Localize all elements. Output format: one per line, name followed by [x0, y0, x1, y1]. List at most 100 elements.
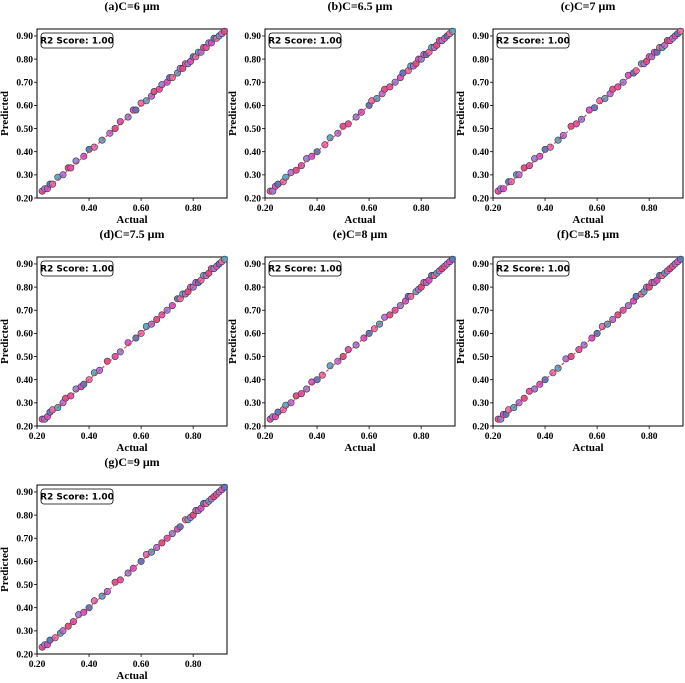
y-tick-label: 0.60 — [244, 330, 261, 340]
y-tick-label: 0.40 — [16, 376, 33, 386]
y-tick-label: 0.50 — [16, 581, 33, 591]
r2-annotation: R2 Score: 1.00 — [40, 493, 114, 503]
x-tick-label: 0.40 — [309, 432, 326, 442]
y-tick-label: 0.50 — [472, 353, 489, 363]
y-tick-label: 0.80 — [16, 511, 33, 521]
identity-line — [41, 258, 225, 422]
r2-annotation-box — [268, 260, 342, 277]
y-tick-label: 0.90 — [472, 32, 489, 42]
y-tick-label: 0.70 — [472, 79, 489, 89]
y-tick-label: 0.30 — [16, 171, 33, 181]
x-tick-label: 0.60 — [361, 432, 378, 442]
chart-title: (f)C=8.5 μm — [557, 227, 619, 241]
x-tick-label: 0.40 — [81, 660, 98, 670]
r2-annotation: R2 Score: 1.00 — [496, 37, 570, 47]
y-tick-label: 0.50 — [244, 353, 261, 363]
y-tick-label: 0.30 — [472, 399, 489, 409]
y-axis-label: Predicted — [455, 91, 467, 136]
r2-annotation-box — [40, 32, 114, 49]
x-tick-label: 0.80 — [413, 204, 430, 214]
y-tick-label: 0.70 — [16, 535, 33, 545]
x-tick-label: 0.40 — [537, 204, 554, 214]
r2-annotation: R2 Score: 1.00 — [40, 265, 114, 275]
x-axis-label: Actual — [344, 214, 375, 226]
y-tick-label: 0.30 — [472, 171, 489, 181]
y-tick-label: 0.20 — [16, 194, 33, 204]
x-axis-label: Actual — [572, 214, 603, 226]
x-tick-label: 0.80 — [413, 432, 430, 442]
y-axis-label: Predicted — [0, 91, 11, 136]
identity-line — [269, 258, 453, 422]
x-tick-label: 0.40 — [537, 432, 554, 442]
x-tick-label: 0.60 — [133, 204, 150, 214]
x-axis-label: Actual — [116, 214, 147, 226]
x-tick-label: 0.60 — [361, 204, 378, 214]
x-tick-label: 0.20 — [485, 432, 502, 442]
y-tick-label: 0.60 — [472, 102, 489, 112]
r2-annotation: R2 Score: 1.00 — [268, 265, 342, 275]
y-tick-label: 0.30 — [244, 399, 261, 409]
subplot-e: (e)C=8 μm 0.20 0.30 0.40 0.50 0.60 0.70 0.80 0.9… — [227, 227, 456, 454]
identity-line — [41, 486, 225, 650]
x-tick-label: 0.20 — [257, 432, 274, 442]
y-tick-label: 0.70 — [16, 79, 33, 89]
y-tick-label: 0.80 — [244, 283, 261, 293]
subplot-g: (g)C=9 μm 0.20 0.30 0.40 0.50 0.60 0.70 0.80 0.9… — [0, 455, 228, 682]
subplot-d: (d)C=7.5 μm 0.20 0.30 0.40 0.50 0.60 0.70 0.80 0… — [0, 227, 228, 454]
y-tick-label: 0.50 — [16, 353, 33, 363]
x-tick-label: 0.60 — [133, 432, 150, 442]
y-tick-label: 0.20 — [16, 650, 33, 660]
y-tick-label: 0.90 — [16, 32, 33, 42]
r2-annotation: R2 Score: 1.00 — [496, 265, 570, 275]
y-tick-label: 0.40 — [472, 376, 489, 386]
y-tick-label: 0.60 — [16, 558, 33, 568]
y-tick-label: 0.60 — [244, 102, 261, 112]
y-tick-label: 0.30 — [16, 627, 33, 637]
chart-title: (g)C=9 μm — [104, 455, 159, 469]
y-tick-label: 0.20 — [16, 422, 33, 432]
x-tick-label: 0.80 — [185, 660, 202, 670]
y-tick-label: 0.20 — [244, 422, 261, 432]
x-tick-label: 0.40 — [309, 204, 326, 214]
y-tick-label: 0.90 — [16, 488, 33, 498]
y-tick-label: 0.60 — [16, 102, 33, 112]
x-tick-label: 0.80 — [641, 432, 658, 442]
x-tick-label: 0.60 — [589, 204, 606, 214]
identity-line — [269, 30, 453, 194]
chart-title: (a)C=6 μm — [104, 0, 159, 13]
y-tick-label: 0.80 — [244, 55, 261, 65]
y-tick-label: 0.50 — [244, 125, 261, 135]
y-tick-label: 0.40 — [16, 148, 33, 158]
chart-title: (b)C=6.5 μm — [328, 0, 393, 13]
chart-title: (e)C=8 μm — [333, 227, 388, 241]
y-tick-label: 0.20 — [472, 194, 489, 204]
y-tick-label: 0.50 — [16, 125, 33, 135]
x-tick-label: 0.80 — [185, 432, 202, 442]
subplot-c: (c)C=7 μm 0.20 0.30 0.40 0.50 0.60 0.70 0.80 0.9… — [455, 0, 684, 226]
r2-annotation-box — [496, 260, 570, 277]
r2-annotation-box — [40, 260, 114, 277]
y-tick-label: 0.80 — [472, 55, 489, 65]
x-tick-label: 0.80 — [641, 204, 658, 214]
subplot-a: (a)C=6 μm 0.20 0.30 0.40 0.50 0.60 0.70 0.80 0.9… — [0, 0, 228, 226]
x-tick-label: 0.40 — [81, 204, 98, 214]
y-tick-label: 0.60 — [16, 330, 33, 340]
r2-annotation-box — [268, 32, 342, 49]
identity-line — [497, 258, 681, 422]
chart-title: (d)C=7.5 μm — [100, 227, 165, 241]
y-axis-label: Predicted — [455, 319, 467, 364]
x-axis-label: Actual — [116, 442, 147, 454]
y-tick-label: 0.40 — [16, 604, 33, 614]
r2-annotation-box — [40, 488, 114, 505]
x-tick-label: 0.40 — [81, 432, 98, 442]
x-tick-label: 0.20 — [29, 660, 46, 670]
subplot-f: (f)C=8.5 μm 0.20 0.30 0.40 0.50 0.60 0.70 0.80 0… — [455, 227, 684, 454]
y-tick-label: 0.80 — [16, 55, 33, 65]
y-tick-label: 0.40 — [472, 148, 489, 158]
x-axis-label: Actual — [344, 442, 375, 454]
y-tick-label: 0.70 — [16, 307, 33, 317]
identity-line — [497, 30, 681, 194]
y-tick-label: 0.70 — [472, 307, 489, 317]
y-tick-label: 0.40 — [244, 148, 261, 158]
